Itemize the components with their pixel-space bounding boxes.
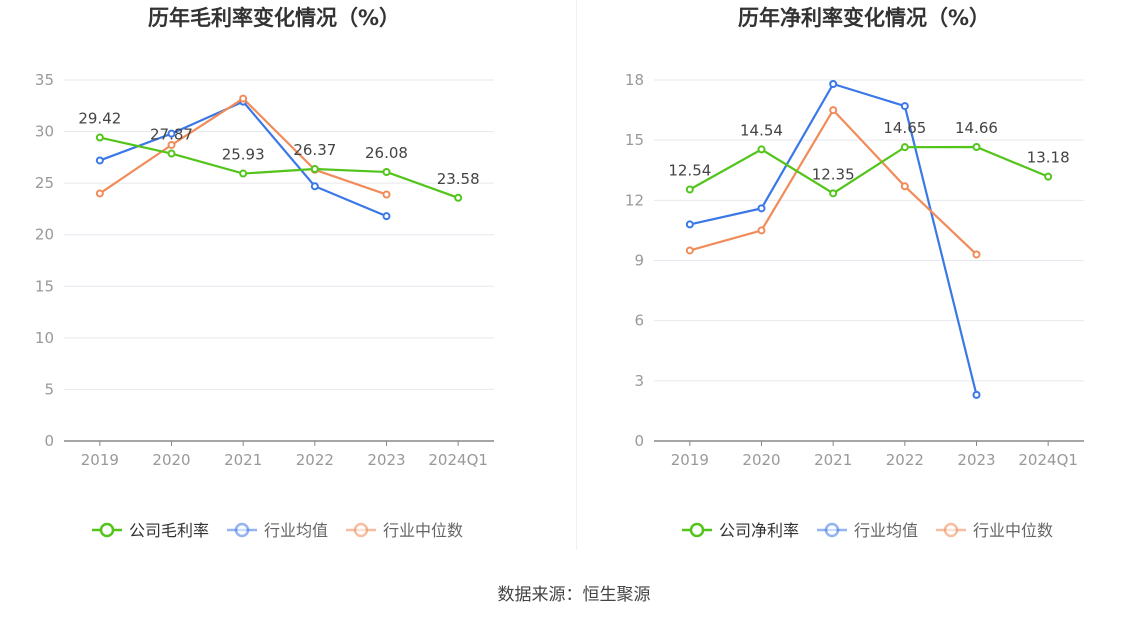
data-point — [1044, 172, 1053, 181]
data-point — [95, 189, 104, 198]
panel-divider — [576, 0, 577, 550]
data-point — [382, 212, 391, 221]
data-point — [757, 145, 766, 154]
y-tick-label: 10 — [35, 329, 54, 347]
x-tick-label: 2022 — [296, 451, 334, 469]
x-tick-label: 2022 — [886, 451, 924, 469]
data-label: 14.54 — [740, 121, 783, 139]
data-point — [829, 106, 838, 115]
data-point — [900, 182, 909, 191]
data-point — [239, 169, 248, 178]
x-tick-label: 2021 — [814, 451, 852, 469]
legend-marker — [943, 522, 959, 538]
data-point — [972, 390, 981, 399]
data-point — [900, 143, 909, 152]
data-source: 数据来源：恒生聚源 — [497, 585, 651, 605]
data-point — [685, 185, 694, 194]
data-label: 12.54 — [668, 162, 711, 180]
data-point — [167, 129, 176, 138]
data-point — [454, 193, 463, 202]
y-tick-label: 15 — [35, 277, 54, 295]
data-label: 12.35 — [812, 165, 855, 183]
data-point — [757, 226, 766, 235]
y-tick-label: 12 — [625, 191, 644, 209]
data-point — [829, 189, 838, 198]
data-point — [829, 80, 838, 89]
y-tick-label: 5 — [44, 380, 54, 398]
x-tick-label: 2024Q1 — [1018, 451, 1078, 469]
x-tick-label: 2023 — [367, 451, 405, 469]
y-tick-label: 6 — [634, 312, 644, 330]
legend-label: 行业中位数 — [973, 521, 1053, 540]
data-point — [972, 142, 981, 151]
data-label: 26.37 — [293, 141, 336, 159]
legend-label: 行业中位数 — [383, 521, 463, 540]
x-tick-label: 2024Q1 — [428, 451, 488, 469]
y-tick-label: 18 — [625, 71, 644, 89]
y-tick-label: 9 — [634, 252, 644, 270]
data-point — [900, 102, 909, 111]
y-tick-label: 15 — [625, 131, 644, 149]
legend-label: 公司毛利率 — [129, 521, 209, 540]
data-label: 25.93 — [222, 146, 265, 164]
x-tick-label: 2023 — [957, 451, 995, 469]
data-point — [167, 140, 176, 149]
data-point — [167, 149, 176, 158]
data-label: 29.42 — [78, 110, 121, 128]
series-line — [689, 145, 1049, 195]
data-point — [382, 190, 391, 199]
data-point — [972, 250, 981, 259]
chart-title: 历年毛利率变化情况（%） — [148, 6, 400, 30]
x-tick-label: 2019 — [81, 451, 119, 469]
y-tick-label: 3 — [634, 372, 644, 390]
legend-marker — [353, 522, 369, 538]
data-point — [757, 204, 766, 213]
data-point — [382, 168, 391, 177]
x-tick-label: 2020 — [152, 451, 190, 469]
legend-marker — [234, 522, 250, 538]
x-tick-label: 2021 — [224, 451, 262, 469]
legend-marker — [824, 522, 840, 538]
data-point — [685, 246, 694, 255]
data-label: 13.18 — [1027, 149, 1070, 167]
data-point — [310, 182, 319, 191]
y-tick-label: 0 — [634, 432, 644, 450]
legend-marker — [689, 522, 705, 538]
data-label: 14.66 — [955, 119, 998, 137]
series-line — [99, 136, 459, 199]
data-point — [310, 165, 319, 174]
x-tick-label: 2019 — [671, 451, 709, 469]
y-tick-label: 35 — [35, 71, 54, 89]
y-tick-label: 25 — [35, 174, 54, 192]
data-point — [95, 156, 104, 165]
legend-marker — [99, 522, 115, 538]
data-label: 26.08 — [365, 144, 408, 162]
legend-label: 行业均值 — [264, 521, 328, 540]
y-tick-label: 30 — [35, 123, 54, 141]
data-point — [95, 133, 104, 142]
data-label: 14.65 — [883, 119, 926, 137]
data-point — [685, 220, 694, 229]
y-tick-label: 20 — [35, 226, 54, 244]
x-tick-label: 2020 — [742, 451, 780, 469]
chart-title: 历年净利率变化情况（%） — [738, 6, 990, 30]
legend-label: 行业均值 — [854, 521, 918, 540]
data-label: 23.58 — [437, 170, 480, 188]
legend-label: 公司净利率 — [719, 521, 799, 540]
data-point — [239, 94, 248, 103]
data-label: 27.87 — [150, 126, 193, 144]
y-tick-label: 0 — [44, 432, 54, 450]
